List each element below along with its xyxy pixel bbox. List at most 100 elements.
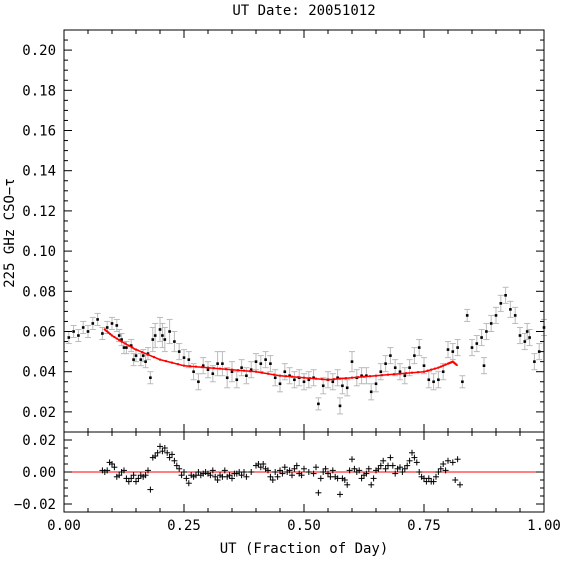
fit-marker bbox=[107, 331, 110, 334]
data-point bbox=[187, 358, 191, 361]
fit-marker bbox=[131, 346, 134, 349]
data-point bbox=[403, 374, 407, 378]
data-point bbox=[206, 368, 210, 371]
residual-point bbox=[260, 461, 267, 467]
fit-marker bbox=[362, 375, 366, 378]
residual-point bbox=[454, 456, 461, 463]
data-point bbox=[480, 336, 483, 339]
residual-point bbox=[392, 470, 399, 477]
residual-point bbox=[195, 469, 202, 475]
residual-point bbox=[305, 469, 312, 475]
residual-point bbox=[433, 473, 439, 480]
fit-marker bbox=[218, 367, 222, 370]
data-point bbox=[240, 366, 243, 369]
data-point bbox=[254, 360, 258, 363]
fit-marker bbox=[380, 374, 384, 377]
residual-point bbox=[337, 491, 343, 498]
residual-point bbox=[404, 462, 411, 469]
fit-marker bbox=[140, 350, 144, 354]
data-point bbox=[77, 334, 80, 337]
data-point bbox=[465, 314, 469, 317]
residual-point bbox=[382, 465, 389, 472]
fit-marker bbox=[392, 373, 396, 376]
data-point bbox=[441, 370, 445, 373]
residual-point bbox=[109, 461, 115, 467]
residual-point bbox=[356, 467, 363, 474]
residual-point bbox=[111, 464, 118, 471]
data-point bbox=[475, 342, 479, 345]
residual-point bbox=[325, 470, 331, 477]
data-point bbox=[161, 334, 164, 337]
residual-point bbox=[437, 465, 444, 472]
data-point bbox=[302, 380, 306, 384]
residual-point bbox=[291, 465, 298, 472]
residual-point bbox=[413, 459, 420, 466]
residual-point bbox=[397, 464, 403, 471]
residual-point bbox=[377, 462, 384, 469]
data-point bbox=[163, 338, 167, 341]
fit-marker bbox=[422, 370, 426, 373]
fit-marker bbox=[212, 366, 216, 370]
data-point bbox=[482, 364, 486, 367]
data-point bbox=[338, 404, 342, 408]
residual-point bbox=[322, 465, 329, 472]
data-point bbox=[151, 338, 155, 341]
data-point bbox=[283, 370, 287, 373]
x-tick-label: 0.50 bbox=[287, 518, 321, 534]
residual-point bbox=[272, 469, 279, 475]
residual-point bbox=[214, 477, 221, 483]
fit-marker bbox=[105, 329, 108, 333]
residual-point bbox=[154, 449, 161, 456]
residual-point bbox=[286, 467, 293, 474]
data-point bbox=[365, 374, 368, 378]
residual-point bbox=[169, 451, 175, 458]
residual-point bbox=[212, 473, 219, 480]
data-point bbox=[321, 384, 325, 388]
data-point bbox=[384, 362, 387, 365]
data-point bbox=[341, 384, 344, 388]
fit-marker bbox=[368, 375, 372, 378]
fit-marker bbox=[296, 376, 300, 379]
fit-marker bbox=[426, 369, 429, 372]
fit-marker bbox=[439, 365, 442, 368]
residual-point bbox=[440, 461, 447, 467]
fit-marker bbox=[118, 338, 121, 342]
residual-point bbox=[265, 467, 271, 474]
data-point bbox=[149, 376, 152, 380]
chart-title: UT Date: 20051012 bbox=[232, 3, 375, 19]
residual-point bbox=[399, 469, 406, 475]
data-point bbox=[451, 350, 455, 353]
fit-marker bbox=[430, 368, 433, 371]
fit-marker bbox=[308, 377, 312, 380]
fit-marker bbox=[254, 370, 258, 373]
residual-point bbox=[416, 469, 423, 475]
data-point bbox=[117, 334, 121, 337]
fit-marker bbox=[170, 361, 174, 364]
fit-marker bbox=[433, 367, 436, 370]
y-tick-label: 0.14 bbox=[22, 164, 56, 180]
fit-marker bbox=[242, 369, 246, 372]
residual-point bbox=[181, 469, 187, 475]
data-point bbox=[132, 358, 135, 361]
fit-marker bbox=[266, 372, 270, 375]
residual-point bbox=[406, 457, 413, 464]
y-axis-ticks: 0.02 0.04 0.06 0.08 0.10 0.12 0.14 0.16 0.18 0.20 bbox=[22, 29, 544, 433]
data-point bbox=[168, 330, 171, 333]
data-point bbox=[525, 330, 529, 333]
data-point bbox=[192, 370, 195, 373]
residual-point bbox=[185, 480, 192, 487]
data-point bbox=[264, 358, 267, 361]
data-point bbox=[225, 376, 229, 380]
fit-marker bbox=[224, 367, 228, 371]
residual-point bbox=[277, 467, 283, 474]
residual-point bbox=[241, 469, 247, 475]
data-point bbox=[350, 360, 354, 363]
fit-marker bbox=[278, 374, 282, 377]
residual-point bbox=[243, 473, 250, 480]
data-point bbox=[67, 336, 71, 339]
fit-marker bbox=[188, 364, 192, 368]
data-point bbox=[499, 302, 503, 305]
fit-marker bbox=[120, 340, 123, 343]
data-point bbox=[221, 362, 224, 365]
residual-point bbox=[116, 472, 123, 479]
